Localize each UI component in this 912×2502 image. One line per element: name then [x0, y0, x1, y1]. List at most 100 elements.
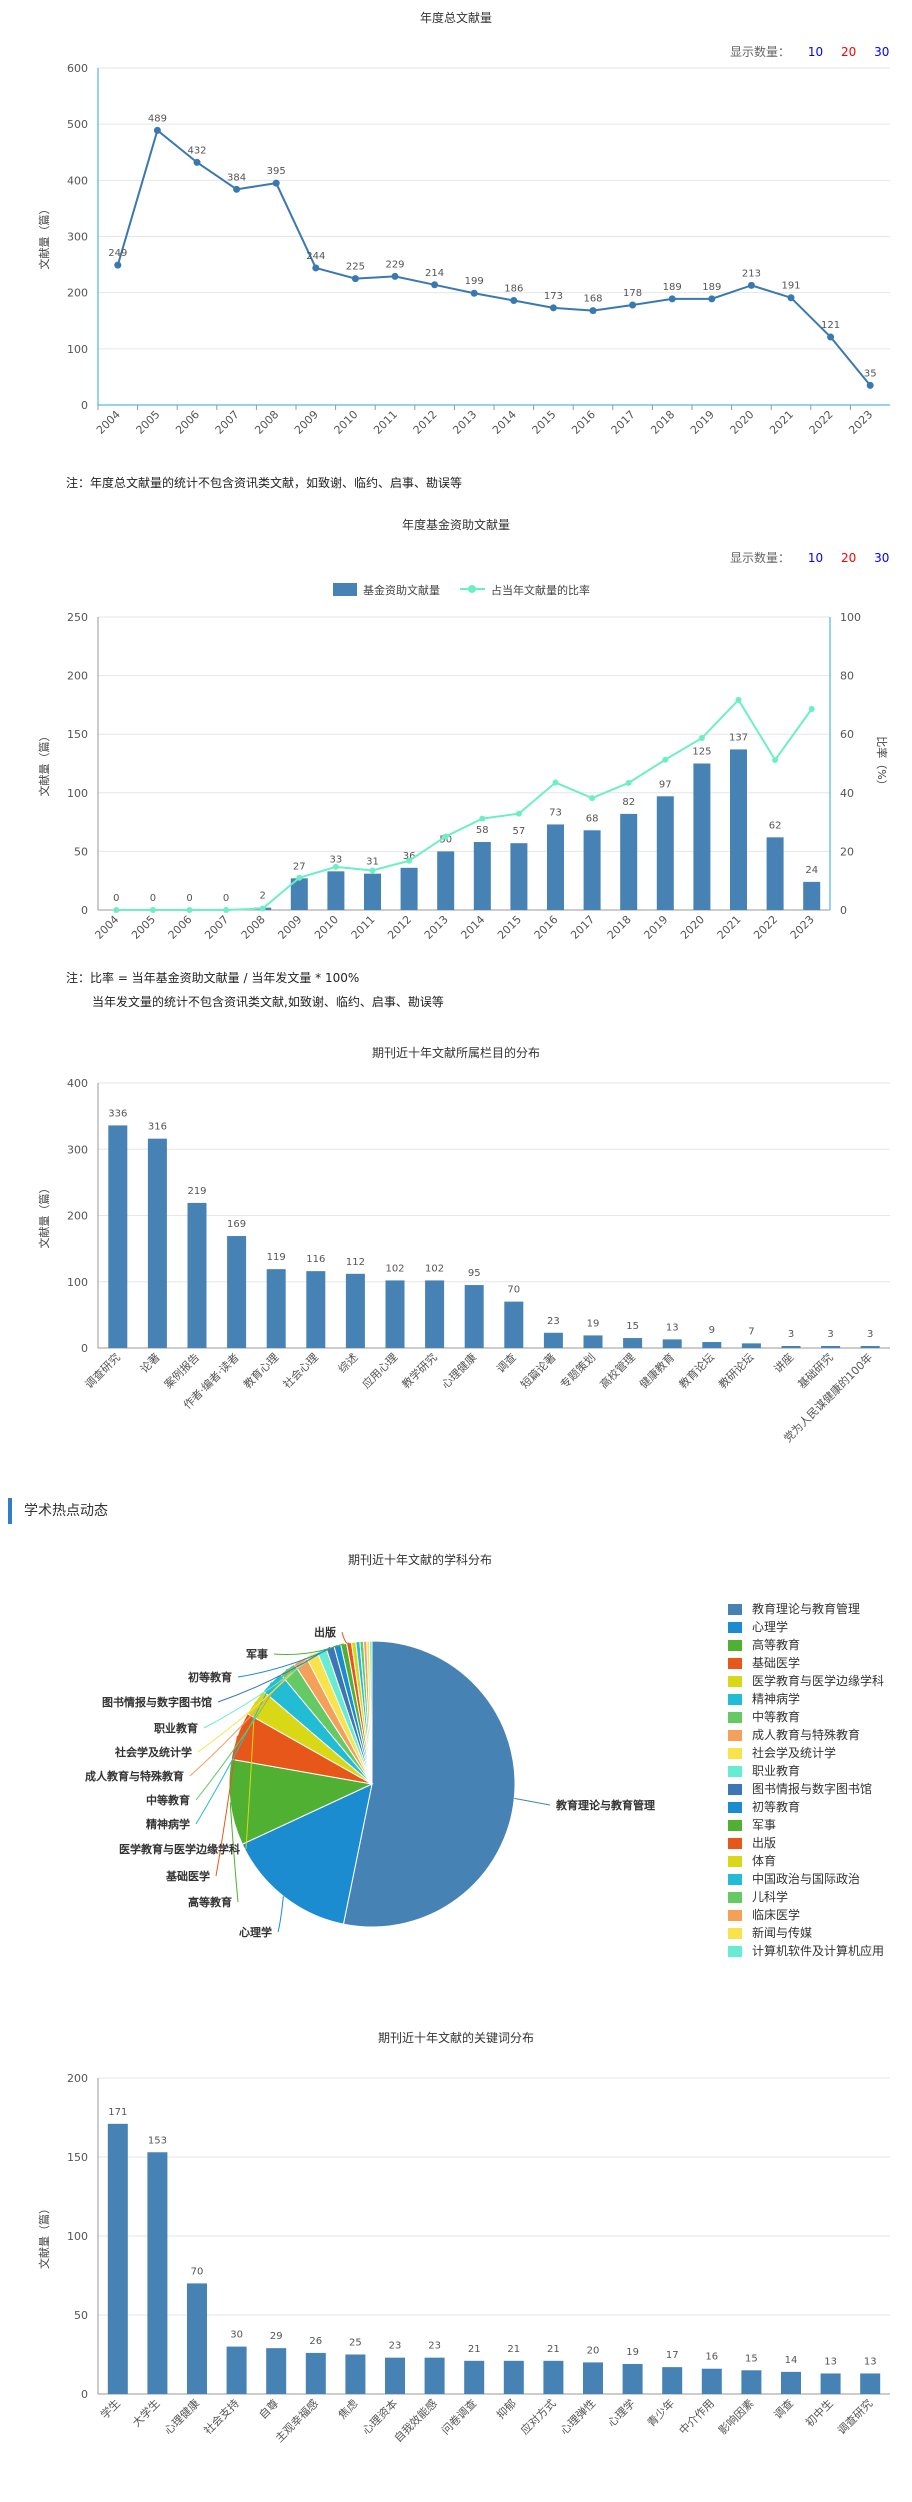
legend-label: 计算机软件及计算机应用 [752, 1944, 885, 1958]
data-label: 171 [108, 2107, 127, 2118]
data-point [470, 289, 478, 297]
x-tick-label: 教育心理 [240, 1350, 281, 1391]
x-tick-label: 2009 [275, 913, 304, 942]
legend-item[interactable]: 中国政治与国际政治 [728, 1870, 884, 1888]
data-label: 249 [108, 248, 127, 259]
leader-line [197, 1654, 312, 1753]
data-label: 23 [547, 1316, 560, 1327]
x-tick-label: 调查研究 [834, 2396, 875, 2437]
legend-item[interactable]: 新闻与传媒 [728, 1924, 884, 1942]
bar [473, 842, 491, 910]
legend-item[interactable]: 成人教育与特殊教育 [728, 1726, 884, 1744]
data-label: 395 [267, 166, 286, 177]
data-point [589, 307, 597, 315]
y-tick-label: 0 [81, 399, 88, 412]
data-label: 13 [666, 1322, 679, 1333]
y-tick-label: 150 [67, 728, 88, 741]
data-label: 62 [769, 820, 782, 831]
data-label: 20 [587, 2345, 600, 2356]
data-point [668, 295, 676, 303]
y-tick-label: 150 [67, 2151, 88, 2164]
data-label: 68 [586, 813, 599, 824]
legend-item[interactable]: 初等教育 [728, 1798, 884, 1816]
legend-item[interactable]: 儿科学 [728, 1888, 884, 1906]
x-tick-label: 青少年 [644, 2396, 677, 2429]
x-tick-label: 2023 [788, 913, 817, 942]
display-count-30[interactable]: 30 [874, 551, 890, 565]
legend-item[interactable]: 职业教育 [728, 1762, 884, 1780]
legend-item[interactable]: 出版 [728, 1834, 884, 1852]
y-tick-label: 100 [67, 2230, 88, 2243]
legend-item[interactable]: 图书情报与数字图书馆 [728, 1780, 884, 1798]
data-label: 35 [864, 368, 877, 379]
y-tick-label: 100 [67, 787, 88, 800]
data-label: 95 [468, 1268, 481, 1279]
legend-item[interactable]: 临床医学 [728, 1906, 884, 1924]
legend-label: 出版 [752, 1836, 777, 1850]
x-tick-label: 中介作用 [677, 2397, 717, 2437]
data-label: 15 [745, 2353, 758, 2364]
x-tick-label: 2005 [134, 408, 163, 437]
data-label: 50 [439, 834, 452, 845]
x-tick-label: 2010 [312, 913, 341, 942]
y2-tick-label: 20 [840, 845, 854, 858]
display-count-20[interactable]: 20 [840, 551, 857, 565]
display-count-10[interactable]: 10 [807, 45, 824, 59]
legend-item[interactable]: 中等教育 [728, 1708, 884, 1726]
data-label: 189 [702, 282, 721, 293]
legend-item[interactable]: 高等教育 [728, 1636, 884, 1654]
x-tick-label: 心理健康 [438, 1350, 479, 1391]
legend-item[interactable]: 社会学及统计学 [728, 1744, 884, 1762]
data-label: 168 [583, 294, 602, 305]
leader-line [514, 1797, 551, 1806]
pie-label: 成人教育与特殊教育 [85, 1769, 184, 1783]
bar [662, 2367, 683, 2394]
bar [860, 2373, 881, 2394]
data-label: 178 [623, 288, 642, 299]
legend-bar-label: 基金资助文献量 [363, 583, 440, 597]
display-count-20[interactable]: 20 [840, 45, 857, 59]
legend-item[interactable]: 计算机软件及计算机应用 [728, 1942, 884, 1960]
legend-swatch [728, 1603, 742, 1615]
display-count-30[interactable]: 30 [874, 45, 890, 59]
pie-slice [369, 1640, 373, 1785]
legend-item[interactable]: 军事 [728, 1816, 884, 1834]
legend-bar-swatch [333, 583, 357, 596]
column-bar-chart: 期刊近十年文献所属栏目的分布 0 100 200 300 400 文献量（篇） 336 316 2… [37, 1045, 890, 1445]
legend-label: 临床医学 [752, 1908, 801, 1922]
y-axis-label: 文献量（篇） [37, 2203, 51, 2269]
bar [108, 1125, 128, 1348]
data-label: 432 [187, 145, 206, 156]
legend-label: 医学教育与医学边缘学科 [752, 1674, 885, 1688]
legend-item[interactable]: 医学教育与医学边缘学科 [728, 1672, 884, 1690]
legend-line-marker [468, 585, 476, 593]
pie-label: 军事 [246, 1647, 268, 1661]
data-point [312, 264, 320, 272]
legend-item[interactable]: 精神病学 [728, 1690, 884, 1708]
y-tick-label: 100 [67, 343, 88, 356]
bar [543, 2360, 564, 2394]
pie-slice [228, 1758, 374, 1845]
data-label: 119 [267, 1252, 286, 1263]
data-label: 102 [425, 1263, 444, 1274]
legend-swatch [728, 1711, 742, 1723]
display-count-10[interactable]: 10 [807, 551, 824, 565]
bar [730, 749, 747, 910]
ratio-point [186, 907, 193, 913]
data-point [708, 295, 716, 303]
bar [306, 1271, 326, 1348]
x-tick-label: 心理健康 [161, 2396, 202, 2437]
ratio-point [332, 863, 339, 870]
x-tick-label: 2014 [490, 408, 519, 437]
x-tick-label: 综述 [335, 1350, 360, 1375]
legend-item[interactable]: 教育理论与教育管理 [728, 1600, 884, 1618]
data-label: 23 [428, 2341, 441, 2352]
legend-item[interactable]: 基础医学 [728, 1654, 884, 1672]
legend-label: 新闻与传媒 [752, 1926, 813, 1940]
legend-item[interactable]: 心理学 [728, 1618, 884, 1636]
legend-item[interactable]: 体育 [728, 1852, 884, 1870]
ratio-point [113, 907, 120, 913]
x-tick-label: 2018 [605, 913, 634, 942]
y-axis-label: 文献量（篇） [37, 204, 51, 270]
data-label: 16 [705, 2352, 718, 2363]
